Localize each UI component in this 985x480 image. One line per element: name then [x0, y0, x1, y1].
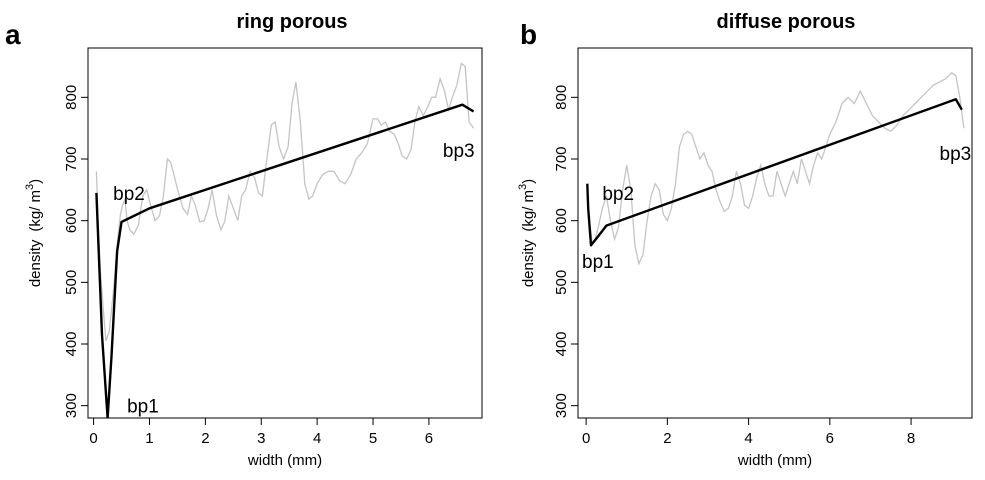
x-axis-label: width (mm)	[247, 452, 322, 469]
raw-density-line	[586, 71, 965, 266]
x-tick-label: 6	[425, 430, 433, 447]
breakpoint-label-bp1: bp1	[127, 397, 159, 418]
x-tick-label: 3	[257, 430, 265, 447]
y-tick-label: 500	[553, 270, 570, 295]
y-tick-label: 400	[63, 331, 80, 356]
y-tick-label: 500	[63, 270, 80, 295]
y-tick-label: 800	[63, 85, 80, 110]
plot-frame	[87, 47, 483, 419]
raw-density-line	[95, 62, 475, 342]
fitted-density-line	[586, 97, 963, 247]
y-axis-label-unit: (kg/ m	[27, 190, 44, 232]
plot-frame	[577, 47, 973, 419]
y-tick-label: 600	[553, 208, 570, 233]
breakpoint-label-bp2: bp2	[602, 184, 634, 205]
y-axis-label-prefix: density	[27, 239, 44, 287]
y-axis-label-unit: (kg/ m	[520, 190, 537, 232]
y-axis-label-exponent: 3	[517, 184, 529, 190]
x-tick-label: 2	[201, 430, 209, 447]
x-tick-label: 5	[369, 430, 377, 447]
series-group	[95, 62, 475, 418]
x-tick-label: 4	[744, 430, 752, 447]
breakpoint-label-bp2: bp2	[113, 184, 145, 205]
y-tick-label: 700	[553, 146, 570, 171]
x-tick-label: 0	[582, 430, 590, 447]
breakpoint-label-bp3: bp3	[443, 141, 475, 162]
panel-a: a ring porous 0 1 2 3 4 5 6 300 400 500 600 700 800 wid…	[5, 11, 483, 469]
x-tick-label: 2	[663, 430, 671, 447]
y-axis-label-close: )	[520, 179, 537, 184]
y-tick-label: 300	[553, 393, 570, 418]
x-tick-label: 1	[145, 430, 153, 447]
y-axis-label-exponent: 3	[24, 184, 36, 190]
chart-title: ring porous	[236, 11, 347, 33]
y-axis-label-close: )	[27, 179, 44, 184]
y-tick-label: 700	[63, 146, 80, 171]
breakpoint-label-bp1: bp1	[582, 252, 614, 273]
y-tick-label: 600	[63, 208, 80, 233]
y-tick-label: 300	[63, 393, 80, 418]
x-tick-label: 0	[89, 430, 97, 447]
fitted-density-line	[95, 103, 475, 418]
y-tick-label: 400	[553, 331, 570, 356]
x-tick-label: 4	[313, 430, 321, 447]
x-tick-label: 8	[907, 430, 915, 447]
y-tick-label: 800	[553, 85, 570, 110]
panel-letter: b	[520, 19, 537, 50]
breakpoint-label-bp3: bp3	[940, 144, 972, 165]
y-axis-label: density (kg/ m3)	[517, 179, 537, 287]
x-axis-label: width (mm)	[737, 452, 812, 469]
panel-b: b diffuse porous 0 2 4 6 8 300 400 500 600 700 800 wi…	[517, 11, 973, 469]
x-tick-label: 6	[826, 430, 834, 447]
y-axis-label: density (kg/ m3)	[24, 179, 44, 287]
chart-title: diffuse porous	[717, 11, 856, 33]
series-group	[586, 71, 965, 266]
panel-letter: a	[5, 19, 21, 50]
y-axis-label-prefix: density	[520, 239, 537, 287]
